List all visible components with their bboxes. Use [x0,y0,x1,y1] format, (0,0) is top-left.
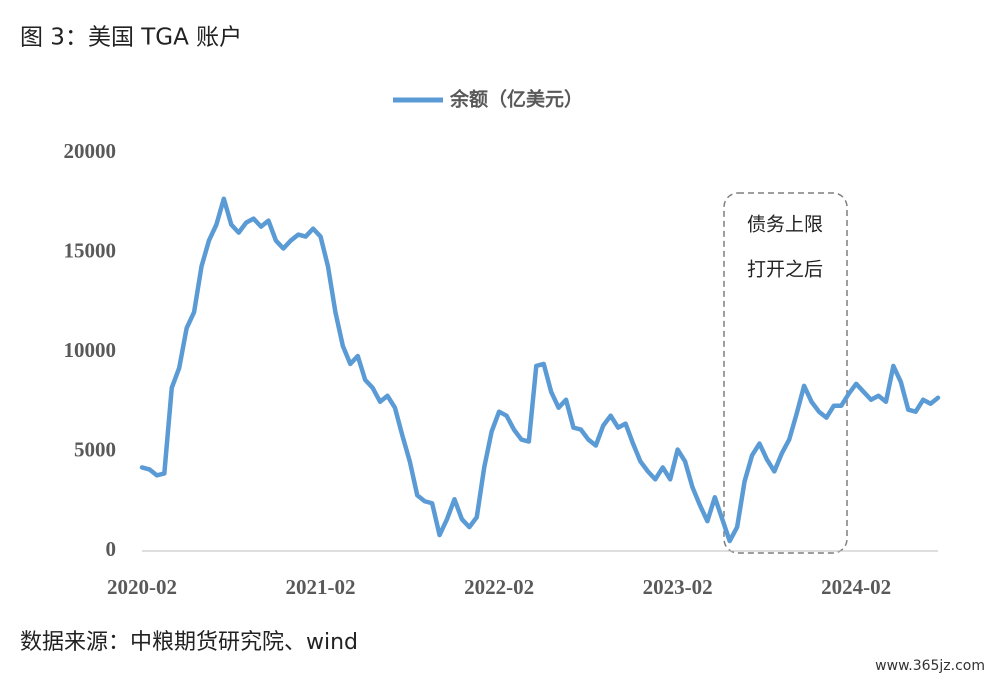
x-tick-label: 2020-02 [107,575,177,599]
x-tick-label: 2024-02 [821,575,891,599]
x-tick-label: 2023-02 [643,575,713,599]
y-tick-label: 5000 [74,437,116,461]
x-tick-label: 2022-02 [464,575,534,599]
source: 数据来源：中粮期货研究院、wind [20,630,358,655]
series-line [139,196,941,544]
annotation-box [723,192,848,554]
x-tick-label: 2021-02 [286,575,356,599]
y-tick-label: 20000 [64,139,117,163]
watermark: www.365jz.com [875,658,985,674]
legend-label: 余额（亿美元） [449,88,583,111]
y-tick-label: 0 [106,537,117,561]
annotation: 债务上限 [747,214,823,236]
y-tick-label: 10000 [64,338,117,362]
annotation: 打开之后 [747,259,823,281]
y-tick-label: 15000 [64,238,117,262]
chart-title: 图 3：美国 TGA 账户 [20,25,242,51]
